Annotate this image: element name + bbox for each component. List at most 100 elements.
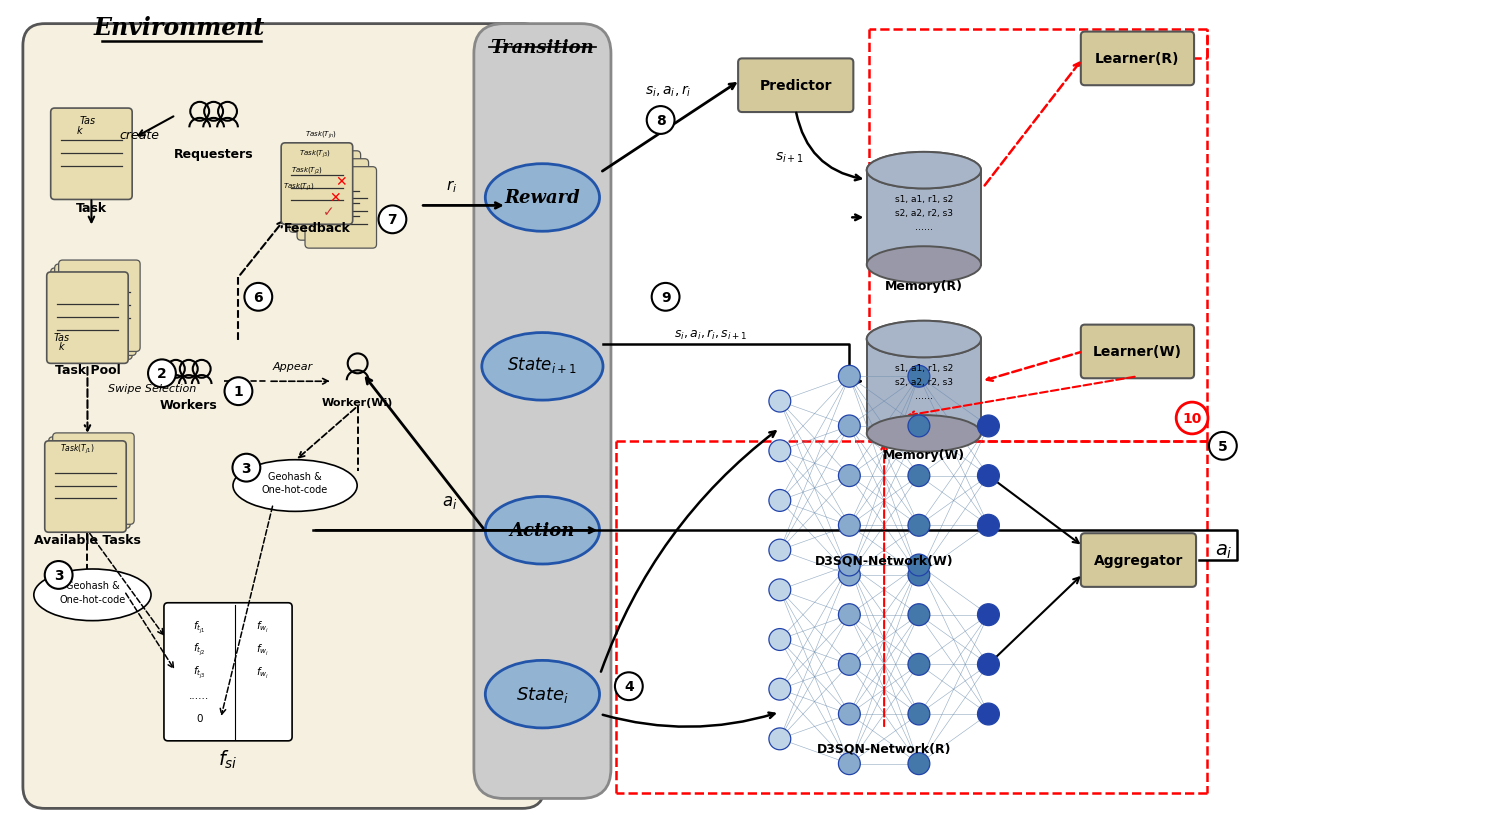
Text: D3SQN-Network(R): D3SQN-Network(R) xyxy=(816,742,951,755)
Text: Learner(W): Learner(W) xyxy=(1093,345,1182,359)
FancyBboxPatch shape xyxy=(1080,533,1197,587)
Text: $State_i$: $State_i$ xyxy=(516,685,569,704)
Text: Tas: Tas xyxy=(80,116,95,126)
Text: ......: ...... xyxy=(914,222,933,232)
Circle shape xyxy=(908,366,930,388)
Text: Aggregator: Aggregator xyxy=(1094,553,1183,568)
Ellipse shape xyxy=(33,569,151,621)
FancyBboxPatch shape xyxy=(297,160,368,241)
Ellipse shape xyxy=(866,321,981,358)
Circle shape xyxy=(908,703,930,725)
Circle shape xyxy=(978,465,999,487)
Ellipse shape xyxy=(486,165,599,232)
Text: 3: 3 xyxy=(54,568,63,582)
Text: 6: 6 xyxy=(254,290,263,304)
Circle shape xyxy=(839,654,860,675)
Text: k: k xyxy=(77,125,83,135)
Circle shape xyxy=(908,654,930,675)
Text: 8: 8 xyxy=(656,114,665,128)
Text: $a_i$: $a_i$ xyxy=(1215,542,1233,561)
Text: Feedback: Feedback xyxy=(284,222,350,235)
Circle shape xyxy=(1209,432,1237,460)
Circle shape xyxy=(379,206,406,234)
Circle shape xyxy=(978,654,999,675)
Circle shape xyxy=(839,703,860,725)
FancyBboxPatch shape xyxy=(54,265,136,356)
Circle shape xyxy=(908,564,930,586)
Text: Transition: Transition xyxy=(490,38,595,57)
Text: D3SQN-Network(W): D3SQN-Network(W) xyxy=(815,553,954,566)
Text: Available Tasks: Available Tasks xyxy=(35,533,140,547)
Text: Geohash &: Geohash & xyxy=(65,580,119,590)
Circle shape xyxy=(839,753,860,775)
Text: $f_{t_{j1}}$: $f_{t_{j1}}$ xyxy=(193,619,205,635)
Circle shape xyxy=(244,283,272,311)
Ellipse shape xyxy=(486,660,599,728)
Text: $s_{i+1}$: $s_{i+1}$ xyxy=(776,150,804,165)
FancyBboxPatch shape xyxy=(474,24,611,798)
Text: Memory(R): Memory(R) xyxy=(884,279,963,293)
Text: One-hot-code: One-hot-code xyxy=(263,485,327,495)
Ellipse shape xyxy=(866,415,981,452)
Circle shape xyxy=(908,604,930,626)
Text: Task Pool: Task Pool xyxy=(54,364,121,377)
FancyBboxPatch shape xyxy=(1080,325,1194,379)
Circle shape xyxy=(616,672,643,701)
Text: 7: 7 xyxy=(388,213,397,227)
FancyBboxPatch shape xyxy=(1080,33,1194,86)
Circle shape xyxy=(770,679,791,701)
Text: $Task(T_{jn})$: $Task(T_{jn})$ xyxy=(305,130,337,141)
Ellipse shape xyxy=(866,321,981,358)
Circle shape xyxy=(232,454,260,482)
FancyBboxPatch shape xyxy=(51,109,133,200)
Text: 10: 10 xyxy=(1183,411,1201,426)
Text: $f_{w_i}$: $f_{w_i}$ xyxy=(257,619,269,635)
Ellipse shape xyxy=(486,497,599,564)
Circle shape xyxy=(908,753,930,775)
Text: $r_i$: $r_i$ xyxy=(447,178,457,195)
Ellipse shape xyxy=(866,153,981,189)
Bar xyxy=(866,339,981,434)
Circle shape xyxy=(770,539,791,561)
Circle shape xyxy=(839,564,860,586)
Circle shape xyxy=(908,415,930,437)
Circle shape xyxy=(770,579,791,601)
Circle shape xyxy=(652,283,679,311)
Circle shape xyxy=(978,604,999,626)
Text: s1, a1, r1, s2: s1, a1, r1, s2 xyxy=(895,196,954,204)
Text: ......: ...... xyxy=(914,390,933,400)
FancyBboxPatch shape xyxy=(164,603,293,741)
Text: ✕: ✕ xyxy=(335,175,347,188)
Text: 3: 3 xyxy=(241,461,250,475)
Text: $a_i$: $a_i$ xyxy=(442,493,457,511)
Text: 2: 2 xyxy=(157,367,167,381)
Text: One-hot-code: One-hot-code xyxy=(59,594,125,604)
Circle shape xyxy=(647,107,675,135)
Circle shape xyxy=(770,441,791,462)
FancyBboxPatch shape xyxy=(305,167,377,249)
Text: Action: Action xyxy=(510,522,575,539)
Circle shape xyxy=(978,515,999,537)
Text: s2, a2, r2, s3: s2, a2, r2, s3 xyxy=(895,378,952,387)
Bar xyxy=(866,171,981,265)
Ellipse shape xyxy=(866,153,981,189)
Text: Learner(R): Learner(R) xyxy=(1096,53,1180,66)
FancyBboxPatch shape xyxy=(51,268,133,360)
Text: create: create xyxy=(119,129,158,141)
Text: k: k xyxy=(59,342,65,352)
Text: ......: ...... xyxy=(189,691,210,701)
Text: Environment: Environment xyxy=(94,16,264,39)
Text: $f_{t_{j3}}$: $f_{t_{j3}}$ xyxy=(193,665,205,681)
Text: s2, a2, r2, s3: s2, a2, r2, s3 xyxy=(895,209,952,218)
Text: 0: 0 xyxy=(196,713,202,723)
Text: $Task(T_{j1})$: $Task(T_{j1})$ xyxy=(284,181,315,192)
Ellipse shape xyxy=(232,460,358,512)
FancyBboxPatch shape xyxy=(53,433,134,525)
Text: ✕: ✕ xyxy=(329,191,341,205)
Circle shape xyxy=(770,728,791,750)
Text: $State_{i+1}$: $State_{i+1}$ xyxy=(507,355,578,375)
Text: 9: 9 xyxy=(661,290,670,304)
Text: ✓: ✓ xyxy=(323,205,335,219)
Text: $s_i, a_i, r_i$: $s_i, a_i, r_i$ xyxy=(646,83,691,99)
FancyBboxPatch shape xyxy=(23,24,545,808)
